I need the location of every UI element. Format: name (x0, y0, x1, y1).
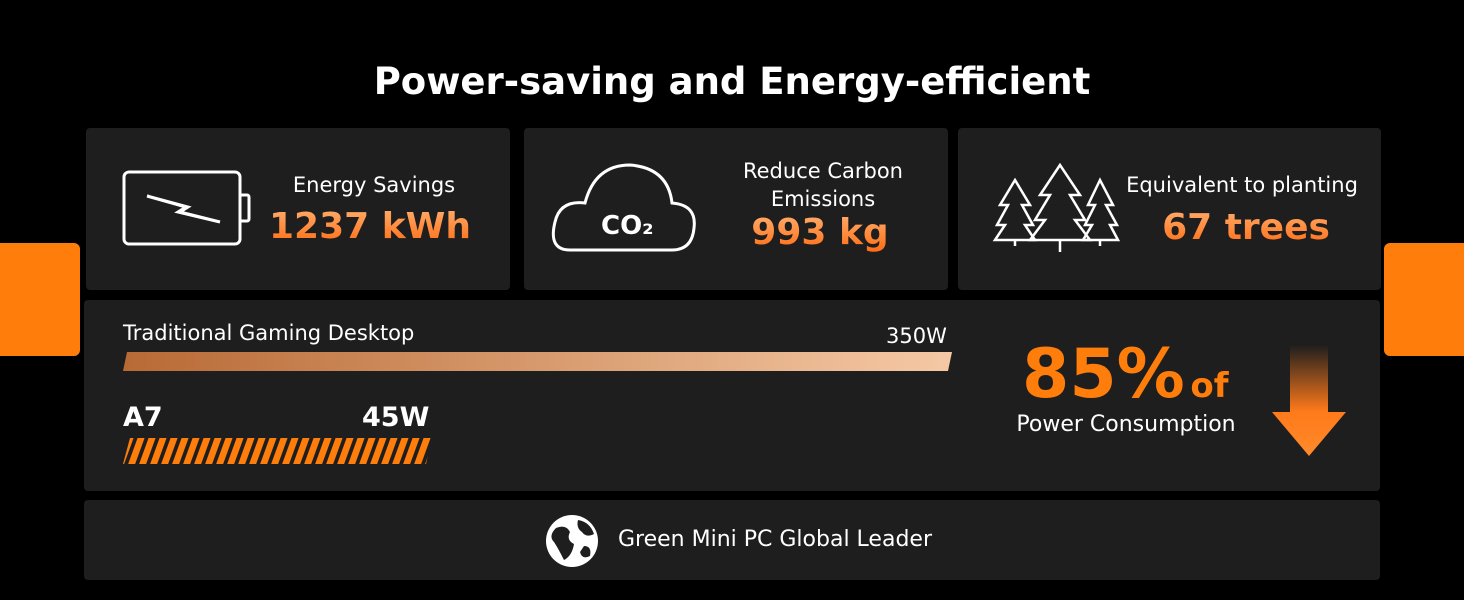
desktop-name: Traditional Gaming Desktop (123, 321, 415, 345)
side-tab (0, 243, 80, 356)
footer-card (84, 500, 1380, 580)
stat-card (86, 128, 510, 290)
reduction-caption: Power Consumption (1016, 412, 1236, 437)
desktop-bar (123, 352, 952, 371)
stat-value: 1237 kWh (268, 206, 472, 247)
reduction-suffix: of (1190, 366, 1229, 406)
stat-value: 993 kg (751, 212, 889, 253)
device-bar (123, 438, 432, 464)
trees-icon (992, 162, 1121, 252)
side-tab (1384, 243, 1464, 356)
device-power: 45W (362, 402, 430, 433)
stat-card (524, 128, 948, 290)
reduction: 85% of (1022, 335, 1229, 414)
battery-icon (122, 170, 251, 246)
desktop-power: 350W (886, 324, 947, 348)
globe-icon (546, 515, 598, 567)
footer-text: Green Mini PC Global Leader (618, 527, 932, 552)
stat-label: Reduce Carbon Emissions (742, 159, 903, 211)
co2-text: CO₂ (601, 211, 654, 241)
down-arrow (1272, 345, 1346, 456)
device-name: A7 (123, 402, 163, 433)
stat-card (958, 128, 1381, 290)
stat-label: Equivalent to planting (1126, 173, 1358, 197)
stat-value: 67 trees (1162, 207, 1330, 248)
reduction-percent: 85% (1022, 335, 1185, 414)
title: Power-saving and Energy-efficient (373, 60, 1091, 103)
stat-label: Energy Savings (292, 173, 456, 197)
cloud-icon (551, 163, 696, 252)
